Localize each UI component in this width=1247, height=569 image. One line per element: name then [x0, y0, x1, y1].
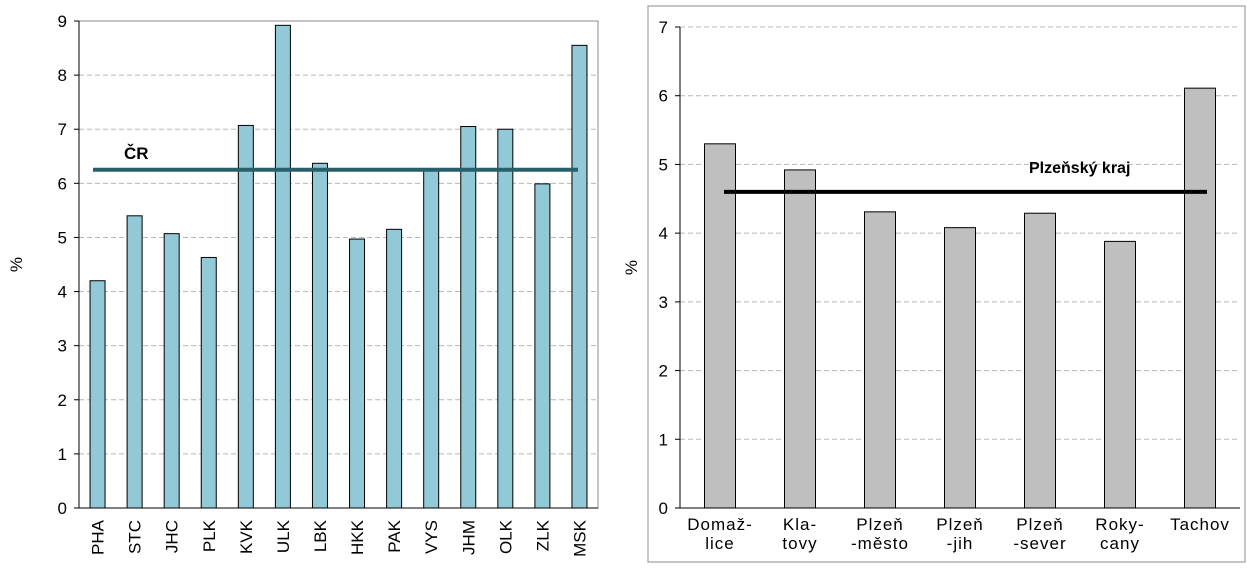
x-tick-label: PHA [89, 519, 108, 555]
y-tick-label: 7 [58, 120, 67, 139]
x-tick-label: OLK [496, 519, 515, 554]
x-tick-label: Roky-cany [1095, 515, 1144, 553]
bar [497, 128, 514, 509]
bar [126, 215, 143, 509]
bar [89, 280, 106, 509]
y-tick-label: 2 [58, 391, 67, 410]
y-tick-label: 0 [58, 499, 67, 518]
x-tick-label: Plzeň -město [851, 515, 909, 553]
y-tick-label: 5 [58, 228, 67, 247]
x-tick-label: ZLK [533, 519, 552, 551]
x-tick-label: PAK [385, 519, 404, 552]
x-tick-label: PLK [200, 519, 219, 552]
y-tick-label: 2 [659, 362, 668, 381]
y-tick-label: 3 [659, 293, 668, 312]
x-tick-label: VYS [422, 520, 441, 554]
x-tick-label: LBK [311, 519, 330, 552]
bar [423, 168, 440, 509]
y-tick-label: 4 [659, 224, 668, 243]
bar [200, 256, 217, 509]
x-tick-label: HKK [348, 519, 367, 555]
regions-bar-chart: 0 1 2 3 4 5 6 7 8 9% PHA STC JHC PLK KVK ULK LBK HKK PAK VY… [7, 12, 599, 557]
y-tick-label: 9 [58, 12, 67, 31]
bar [237, 124, 254, 509]
y-tick-label: 7 [659, 18, 668, 37]
y-tick-label: 0 [659, 499, 668, 518]
y-axis-label: % [7, 257, 26, 272]
y-tick-label: 6 [58, 174, 67, 193]
x-tick-label: KVK [237, 519, 256, 554]
bar [784, 169, 816, 509]
bar [349, 238, 366, 509]
bar [1104, 240, 1136, 509]
y-tick-label: 3 [58, 337, 67, 356]
bar [704, 143, 736, 509]
plot-frame [78, 20, 599, 509]
x-tick-label: JHM [459, 520, 478, 555]
x-tick-label: Tachov [1170, 515, 1230, 534]
y-tick-label: 1 [659, 430, 668, 449]
bar [944, 227, 976, 509]
x-tick-label: Plzeň -jih [936, 515, 984, 553]
bar [534, 183, 551, 509]
bar [460, 126, 477, 509]
y-tick-label: 8 [58, 66, 67, 85]
x-tick-label: JHC [163, 520, 182, 553]
bar [1184, 87, 1216, 509]
x-tick-label: STC [126, 520, 145, 554]
bar [311, 162, 328, 509]
y-tick-label: 5 [659, 155, 668, 174]
x-tick-label: ULK [274, 519, 293, 553]
y-axis-label: % [622, 260, 641, 275]
chart-frame [647, 5, 1246, 563]
reference-line-label: Plzeňský kraj [1029, 160, 1130, 177]
reference-line-label: ČR [124, 144, 149, 163]
bar [386, 228, 403, 509]
x-tick-label: MSK [570, 519, 589, 557]
bar [571, 44, 588, 509]
x-tick-label: Domaž-lice [687, 515, 753, 553]
y-tick-label: 6 [659, 87, 668, 106]
y-tick-label: 4 [58, 283, 67, 302]
bar [274, 24, 291, 509]
y-tick-label: 1 [58, 445, 67, 464]
x-tick-label: Plzeň -sever [1013, 515, 1066, 553]
bar [864, 211, 896, 509]
x-tick-label: Kla-tovy [782, 515, 817, 553]
bar [163, 233, 180, 509]
bar [1024, 212, 1056, 509]
districts-bar-chart: 0 1 2 3 4 5 6 7% Domaž-lice Kla-tovy Plzeň -město Pl… [622, 5, 1246, 563]
